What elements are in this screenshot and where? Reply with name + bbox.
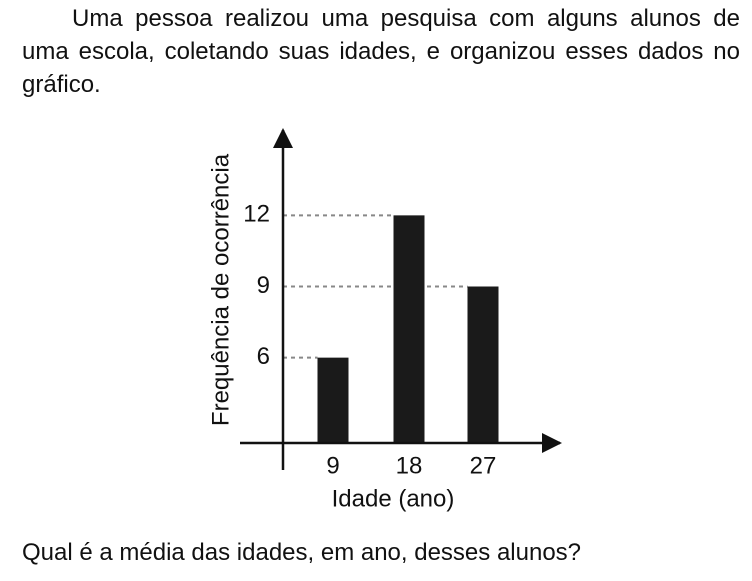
y-axis-label: Frequência de ocorrência [207, 153, 234, 426]
x-tick-label: 9 [326, 452, 339, 479]
y-tick-label: 12 [243, 201, 270, 228]
bar [317, 357, 349, 443]
bars [317, 215, 499, 443]
y-tick-label: 6 [257, 343, 270, 370]
bar [393, 215, 425, 443]
y-tick-label: 9 [257, 272, 270, 299]
bar [467, 286, 499, 443]
x-tick-label: 18 [396, 452, 423, 479]
intro-text: Uma pessoa realizou uma pesquisa com alg… [22, 5, 740, 98]
x-tick-label: 27 [470, 452, 497, 479]
x-axis-label: Idade (ano) [332, 485, 455, 512]
question-text: Qual é a média das idades, em ano, desse… [22, 539, 582, 566]
grid [283, 214, 468, 359]
